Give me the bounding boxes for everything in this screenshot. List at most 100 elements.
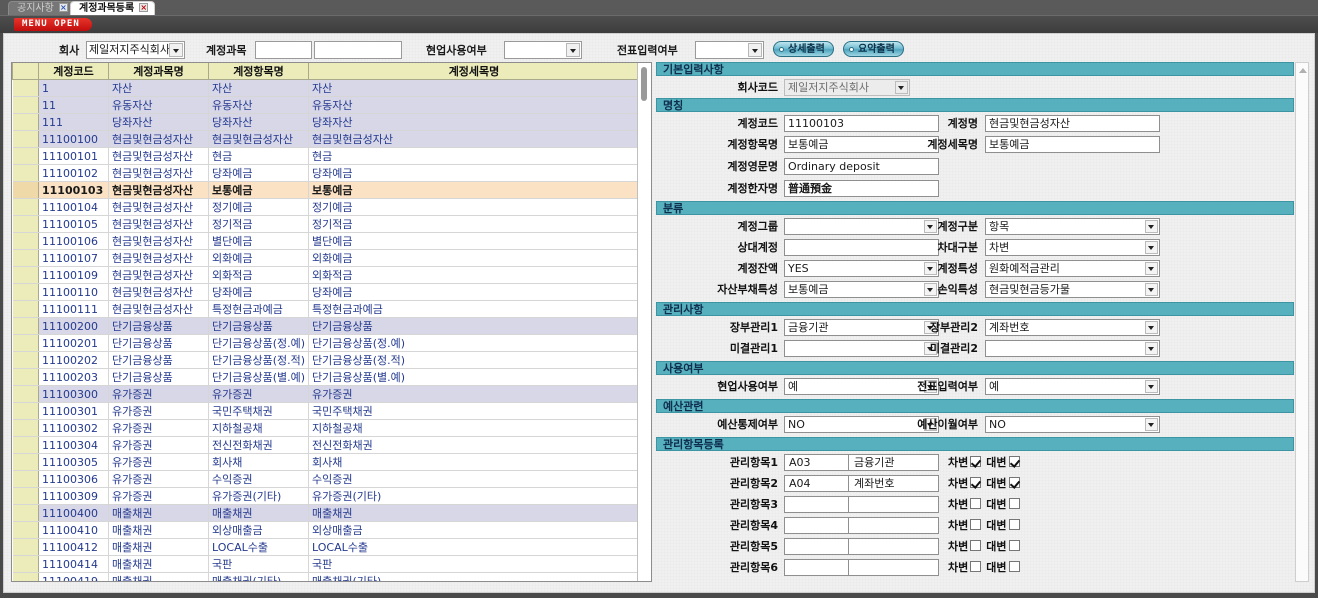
row-detail[interactable]: 단기금융상품: [308, 317, 640, 335]
row-subject[interactable]: 현금및현금성자산: [108, 130, 209, 148]
row-detail[interactable]: 단기금융상품(별.예): [308, 368, 640, 386]
row-select-cell[interactable]: [12, 487, 39, 505]
row-subject[interactable]: 단기금융상품: [108, 368, 209, 386]
row-subject[interactable]: 유가증권: [108, 453, 209, 471]
row-item[interactable]: 지하철공채: [208, 419, 309, 437]
table-row[interactable]: 11100414 매출채권 국판 국판: [12, 555, 640, 573]
row-item[interactable]: 단기금융상품(정.예): [208, 334, 309, 352]
account-code-field[interactable]: 11100103: [784, 115, 939, 132]
debit-credit-type-select[interactable]: 차변: [985, 239, 1160, 256]
table-row[interactable]: 11100301 유가증권 국민주택채권 국민주택채권: [12, 402, 640, 420]
row-detail[interactable]: 수익증권: [308, 470, 640, 488]
row-detail[interactable]: 특정현금과예금: [308, 300, 640, 318]
row-subject[interactable]: 매출채권: [108, 521, 209, 539]
row-select-cell[interactable]: [12, 130, 39, 148]
field-use-select[interactable]: [504, 41, 582, 59]
management-item-6-name[interactable]: [850, 560, 938, 575]
credit-checkbox[interactable]: [1008, 477, 1020, 488]
row-item[interactable]: LOCAL수출: [208, 538, 309, 556]
row-detail[interactable]: 당좌자산: [308, 113, 640, 131]
row-item[interactable]: 당좌예금: [208, 164, 309, 182]
management-item-3-inputs[interactable]: [784, 496, 939, 513]
management-item-5-code[interactable]: [785, 539, 849, 554]
chevron-down-icon[interactable]: [566, 43, 580, 57]
detail-slip-input-select[interactable]: 예: [985, 378, 1160, 395]
row-item[interactable]: 유가증권: [208, 385, 309, 403]
row-detail[interactable]: 외상매출금: [308, 521, 640, 539]
debit-checkbox[interactable]: [970, 498, 982, 509]
chevron-down-icon[interactable]: [924, 418, 937, 431]
row-item[interactable]: 전신전화채권: [208, 436, 309, 454]
row-select-cell[interactable]: [12, 572, 39, 581]
row-code[interactable]: 11100419: [38, 572, 109, 581]
slip-input-select[interactable]: [695, 41, 764, 59]
row-item[interactable]: 유동자산: [208, 96, 309, 114]
row-subject[interactable]: 현금및현금성자산: [108, 215, 209, 233]
row-code[interactable]: 11100202: [38, 351, 109, 369]
management-item-4-name[interactable]: [850, 518, 938, 533]
row-subject[interactable]: 현금및현금성자산: [108, 147, 209, 165]
row-subject[interactable]: 현금및현금성자산: [108, 181, 209, 199]
chevron-down-icon[interactable]: [1145, 380, 1158, 393]
chevron-down-icon[interactable]: [1145, 241, 1158, 254]
row-code[interactable]: 11100300: [38, 385, 109, 403]
row-item[interactable]: 외화적금: [208, 266, 309, 284]
account-code-input[interactable]: [255, 41, 312, 59]
menu-open-button[interactable]: MENU OPEN: [14, 18, 92, 31]
table-row[interactable]: 11100305 유가증권 회사채 회사채: [12, 453, 640, 471]
table-row[interactable]: 11100104 현금및현금성자산 정기예금 정기예금: [12, 198, 640, 216]
account-characteristic-select[interactable]: 원화예적금관리: [985, 260, 1160, 277]
row-detail[interactable]: LOCAL수출: [308, 538, 640, 556]
account-balance-select[interactable]: YES: [784, 260, 939, 277]
row-subject[interactable]: 현금및현금성자산: [108, 164, 209, 182]
table-row[interactable]: 11100200 단기금융상품 단기금융상품 단기금융상품: [12, 317, 640, 335]
profit-loss-characteristic-select[interactable]: 현금및현금등가물: [985, 281, 1160, 298]
row-subject[interactable]: 현금및현금성자산: [108, 283, 209, 301]
management-item-6-code[interactable]: [785, 560, 849, 575]
grid-vertical-scrollbar[interactable]: [637, 63, 651, 581]
chevron-down-icon[interactable]: [1145, 262, 1158, 275]
row-select-cell[interactable]: [12, 96, 39, 114]
row-detail[interactable]: 당좌예금: [308, 283, 640, 301]
debit-checkbox[interactable]: [970, 456, 982, 467]
row-item[interactable]: 외화예금: [208, 249, 309, 267]
row-item[interactable]: 수익증권: [208, 470, 309, 488]
company-code-select[interactable]: 제일저지주식회사: [784, 79, 910, 96]
row-item[interactable]: 당좌자산: [208, 113, 309, 131]
management-item-2-inputs[interactable]: A04 계좌번호: [784, 475, 939, 492]
row-detail[interactable]: 회사채: [308, 453, 640, 471]
row-detail[interactable]: 당좌예금: [308, 164, 640, 182]
row-subject[interactable]: 유동자산: [108, 96, 209, 114]
row-code[interactable]: 11100305: [38, 453, 109, 471]
table-row[interactable]: 11100107 현금및현금성자산 외화예금 외화예금: [12, 249, 640, 267]
row-code[interactable]: 11100103: [38, 181, 109, 199]
row-select-cell[interactable]: [12, 113, 39, 131]
row-select-cell[interactable]: [12, 249, 39, 267]
row-detail[interactable]: 외화예금: [308, 249, 640, 267]
row-detail[interactable]: 별단예금: [308, 232, 640, 250]
table-row[interactable]: 11100111 현금및현금성자산 특정현금과예금 특정현금과예금: [12, 300, 640, 318]
row-detail[interactable]: 국판: [308, 555, 640, 573]
row-code[interactable]: 11100104: [38, 198, 109, 216]
table-row[interactable]: 11100302 유가증권 지하철공채 지하철공채: [12, 419, 640, 437]
table-row[interactable]: 11100201 단기금융상품 단기금융상품(정.예) 단기금융상품(정.예): [12, 334, 640, 352]
row-subject[interactable]: 매출채권: [108, 538, 209, 556]
row-subject[interactable]: 현금및현금성자산: [108, 198, 209, 216]
row-select-cell[interactable]: [12, 198, 39, 216]
chevron-down-icon[interactable]: [1145, 342, 1158, 355]
row-code[interactable]: 11100107: [38, 249, 109, 267]
row-select-cell[interactable]: [12, 538, 39, 556]
asset-liability-characteristic-select[interactable]: 보통예금: [784, 281, 939, 298]
credit-checkbox[interactable]: [1008, 456, 1020, 467]
account-group-select[interactable]: [784, 218, 939, 235]
credit-checkbox[interactable]: [1008, 540, 1020, 551]
row-subject[interactable]: 매출채권: [108, 504, 209, 522]
row-detail[interactable]: 정기예금: [308, 198, 640, 216]
table-row[interactable]: 11100110 현금및현금성자산 당좌예금 당좌예금: [12, 283, 640, 301]
chevron-down-icon[interactable]: [1145, 220, 1158, 233]
row-select-cell[interactable]: [12, 147, 39, 165]
row-subject[interactable]: 유가증권: [108, 470, 209, 488]
credit-checkbox[interactable]: [1008, 498, 1020, 509]
chevron-down-icon[interactable]: [895, 81, 908, 94]
credit-checkbox[interactable]: [1008, 519, 1020, 530]
